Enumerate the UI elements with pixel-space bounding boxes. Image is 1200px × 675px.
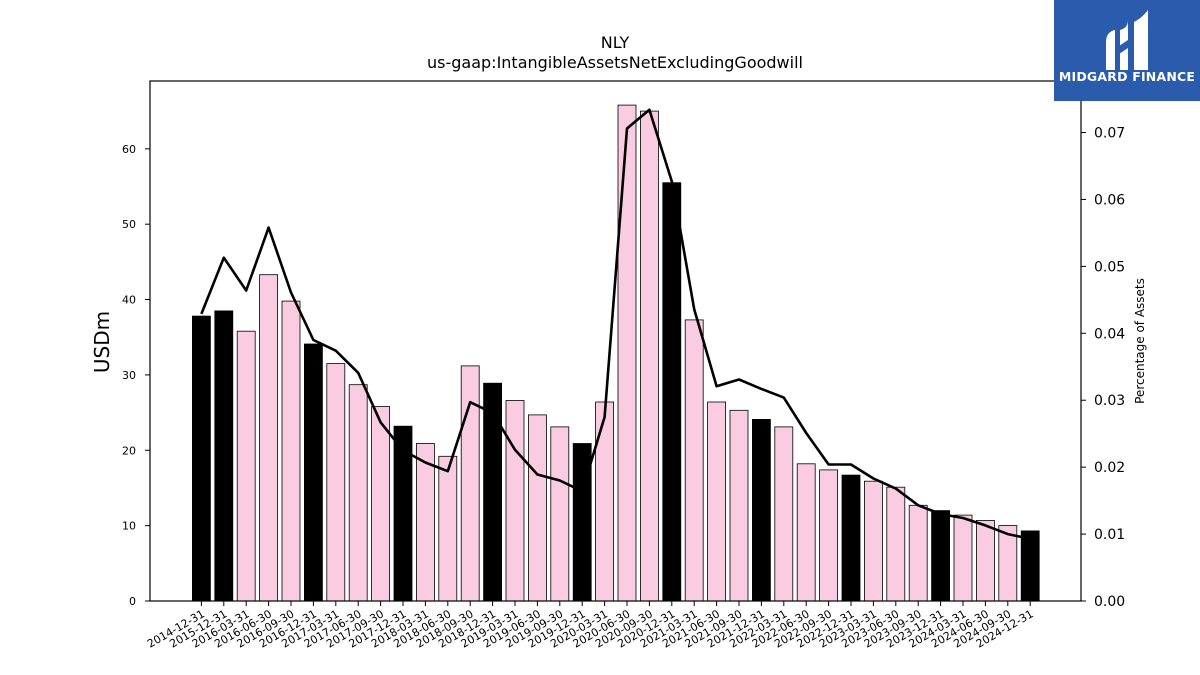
bar: [236, 330, 256, 602]
bar: [796, 463, 816, 602]
bar: [662, 182, 682, 602]
series-line: [200, 108, 1031, 541]
y2-tick-label: 0.07: [1094, 126, 1125, 142]
bar: [259, 274, 279, 602]
bar-group: [191, 104, 1040, 602]
bar: [371, 406, 391, 602]
y2-tick-label: 0.06: [1094, 192, 1125, 208]
y-tick-label: 20: [122, 444, 136, 457]
y-tick-label: 30: [122, 369, 136, 382]
bar: [841, 474, 861, 602]
bar: [191, 315, 211, 602]
y2-tick-label: 0.03: [1094, 393, 1125, 409]
bar: [976, 520, 995, 602]
logo-mark-icon: [1106, 10, 1148, 70]
bar: [931, 510, 950, 602]
bar: [303, 343, 323, 602]
chart-subtitle: us-gaap:IntangibleAssetsNetExcludingGood…: [427, 53, 803, 72]
bar: [595, 401, 614, 602]
y-tick-label: 0: [129, 595, 136, 608]
y2-tick-label: 0.04: [1094, 326, 1125, 342]
bar: [348, 384, 368, 602]
bar: [214, 310, 234, 602]
bar: [752, 418, 771, 602]
y2-tick-label: 0.02: [1094, 460, 1125, 476]
y2-axis-label: Percentage of Assets: [1133, 278, 1147, 404]
bar: [819, 469, 838, 602]
logo: MIDGARD FINANCE: [1054, 0, 1200, 101]
bar: [729, 409, 749, 602]
y2-tick-label: 0.01: [1094, 527, 1125, 543]
axes: 0 10 20 30 40 50 60 0.00 0.01 0.02 0.03 0.04 0.05 0.0…: [122, 80, 1125, 651]
bar: [415, 443, 435, 602]
bar: [505, 400, 525, 602]
bar: [684, 319, 704, 602]
bar: [908, 504, 928, 602]
bar: [640, 110, 659, 602]
y-tick-label: 40: [122, 294, 136, 307]
bar: [707, 401, 726, 602]
bar: [483, 382, 503, 602]
y-tick-label: 10: [122, 520, 136, 533]
bar: [886, 486, 906, 602]
logo-text: MIDGARD FINANCE: [1058, 69, 1196, 84]
bar: [864, 480, 883, 602]
y-tick-label: 60: [122, 143, 136, 156]
bar: [1020, 530, 1040, 602]
bar: [281, 300, 301, 602]
bar: [438, 455, 458, 602]
bar: [998, 525, 1018, 602]
chart-title: NLY: [601, 33, 630, 52]
line-group: [200, 108, 1031, 541]
bar: [617, 104, 637, 602]
bar: [326, 363, 346, 602]
y2-tick-label: 0.00: [1094, 594, 1125, 610]
bar: [953, 514, 973, 602]
plot-frame: [149, 80, 1082, 602]
bar: [550, 426, 570, 602]
y-tick-label: 50: [122, 218, 136, 231]
y-axis-label: USDm: [90, 311, 114, 373]
bar: [774, 426, 794, 602]
bar: [528, 414, 547, 602]
y2-tick-label: 0.05: [1094, 259, 1125, 275]
